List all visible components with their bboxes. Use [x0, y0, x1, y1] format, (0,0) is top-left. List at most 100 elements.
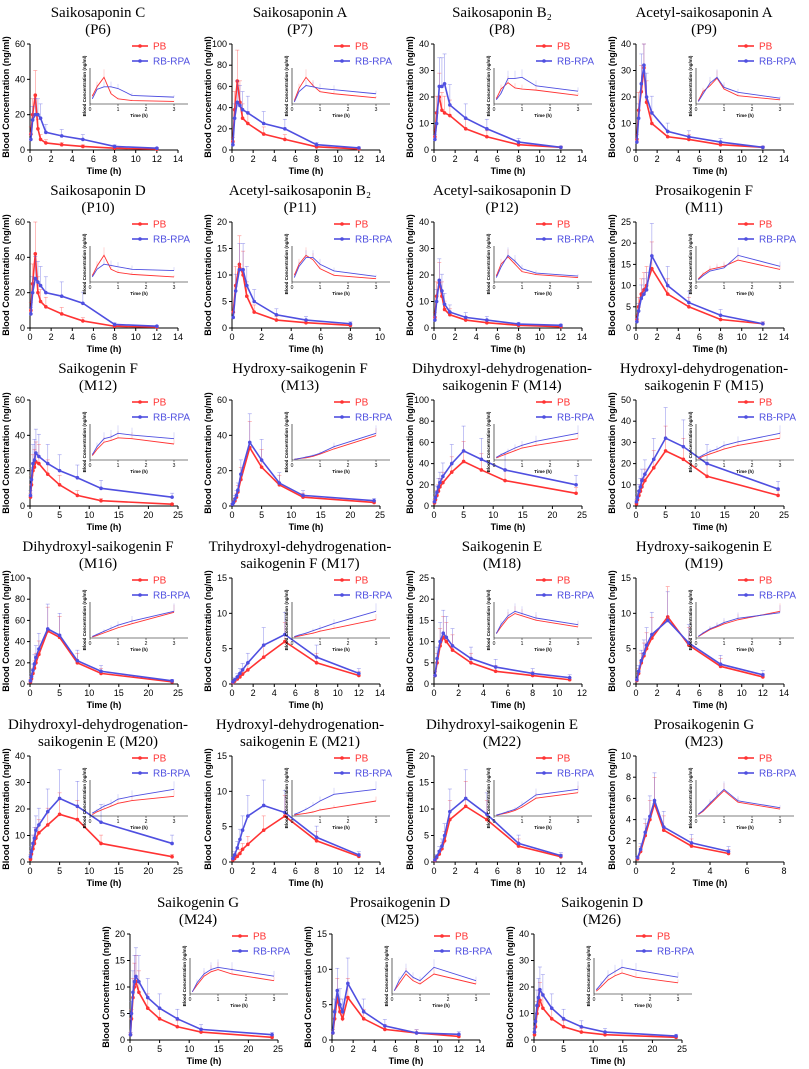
legend-pb-marker: [340, 578, 344, 582]
inset-x-tick-label: 1: [217, 997, 220, 1003]
inset-line-pb: [495, 82, 579, 99]
y-tick-label: 0: [20, 323, 25, 333]
x-tick-label: 10: [535, 154, 545, 164]
data-point: [414, 1031, 419, 1035]
data-point: [283, 814, 287, 818]
legend-rb-rpa-label: RB-RPA: [557, 57, 594, 68]
inset-x-tick-label: 1: [723, 285, 726, 291]
data-point: [444, 639, 449, 644]
inset-x-tick-label: 3: [577, 641, 580, 647]
y-tick-label: 25: [621, 217, 631, 227]
y-tick-label: 10: [621, 480, 631, 490]
data-point: [132, 979, 137, 984]
data-point: [705, 474, 709, 479]
legend-pb-marker: [138, 400, 142, 404]
y-tick-label: 30: [621, 437, 631, 447]
legend-pb-marker: [744, 222, 748, 226]
y-tick-label: 20: [621, 238, 631, 248]
inset-line-rb-rpa: [294, 788, 377, 815]
legend-pb-label: PB: [557, 220, 571, 231]
data-point: [541, 993, 545, 997]
inset-x-tick-label: 3: [577, 107, 580, 113]
data-point: [231, 856, 235, 861]
x-tick-label: 15: [214, 1044, 224, 1054]
data-point: [45, 627, 50, 631]
data-point: [304, 318, 308, 322]
y-tick-label: 80: [419, 416, 429, 426]
chart-panel: Dihydroxyl-dehydrogenation-saikogenin F …: [405, 361, 594, 532]
data-point: [59, 312, 64, 316]
legend-rb-rpa-label: RB-RPA: [355, 235, 392, 246]
x-tick-label: 14: [577, 866, 587, 876]
data-point: [38, 299, 43, 304]
data-point: [438, 639, 442, 644]
data-point: [30, 290, 35, 295]
inset-line-pb: [294, 619, 377, 638]
inset-x-tick-label: 1: [723, 463, 726, 469]
legend-pb-marker: [744, 756, 748, 760]
data-point: [718, 142, 723, 147]
x-tick-label: 0: [127, 1044, 132, 1054]
legend-rb-rpa-marker: [340, 237, 344, 241]
legend-rb-rpa-marker: [744, 237, 748, 241]
data-point: [437, 278, 442, 283]
legend-rb-rpa-label: RB-RPA: [153, 413, 190, 424]
chart-subtitle: (P12): [485, 200, 518, 216]
inset-x-tick-label: 2: [347, 819, 350, 825]
inset-x-tick-label: 2: [649, 997, 652, 1003]
data-point: [357, 671, 361, 676]
data-point: [31, 461, 35, 466]
inset-x-tick-label: 1: [723, 641, 726, 647]
x-axis-label: Time (h): [693, 166, 728, 176]
data-point: [238, 671, 242, 676]
legend-rb-rpa-marker: [340, 593, 344, 597]
data-point: [175, 1024, 180, 1029]
x-tick-label: 0: [229, 154, 234, 164]
inset-y-axis-label: Blood Concentration (ng/ml): [688, 767, 693, 828]
y-tick-label: 10: [217, 786, 227, 796]
data-point: [99, 841, 103, 846]
data-point: [31, 668, 35, 673]
data-point: [75, 475, 80, 480]
x-tick-label: 10: [84, 866, 94, 876]
data-point: [650, 632, 654, 637]
y-axis-label: Blood Concentration (ng/ml): [405, 748, 415, 870]
data-point: [238, 851, 242, 856]
chart-subtitle: (M18): [483, 556, 521, 572]
x-tick-label: 10: [84, 510, 94, 520]
chart-subtitle: (M26): [583, 912, 621, 928]
inset-x-tick-label: 0: [89, 463, 92, 469]
data-point: [536, 995, 541, 1000]
inset-x-tick-label: 0: [89, 641, 92, 647]
x-tick-label: 5: [561, 1044, 566, 1054]
inset-y-axis-label: Blood Concentration (ng/ml): [688, 411, 693, 472]
inset-x-tick-label: 3: [173, 463, 176, 469]
data-point: [232, 677, 237, 682]
legend-pb-label: PB: [657, 932, 671, 943]
data-point: [59, 134, 64, 138]
inset-x-tick-label: 0: [189, 997, 192, 1003]
y-tick-label: 10: [621, 281, 631, 291]
data-point: [75, 804, 80, 809]
x-tick-label: 15: [618, 1044, 628, 1054]
y-axis-label: Blood Concentration (ng/ml): [1, 392, 11, 514]
data-point: [29, 137, 33, 142]
inset-y-axis-label: Blood Concentration (ng/ml): [284, 767, 289, 828]
data-point: [235, 854, 240, 859]
legend-rb-rpa-label: RB-RPA: [355, 413, 392, 424]
legend-pb-label: PB: [153, 398, 167, 409]
x-tick-label: 14: [779, 688, 789, 698]
chart-title: Saikosaponin C: [51, 5, 146, 21]
data-point: [448, 809, 452, 814]
data-point: [718, 313, 723, 318]
data-point: [516, 844, 521, 848]
legend-pb-marker: [340, 400, 344, 404]
x-tick-label: 0: [27, 866, 32, 876]
legend-rb-rpa-label: RB-RPA: [557, 235, 594, 246]
x-axis-label: Time (h): [693, 700, 728, 710]
data-point: [259, 465, 264, 469]
x-tick-label: 6: [91, 154, 96, 164]
data-point: [761, 321, 765, 326]
